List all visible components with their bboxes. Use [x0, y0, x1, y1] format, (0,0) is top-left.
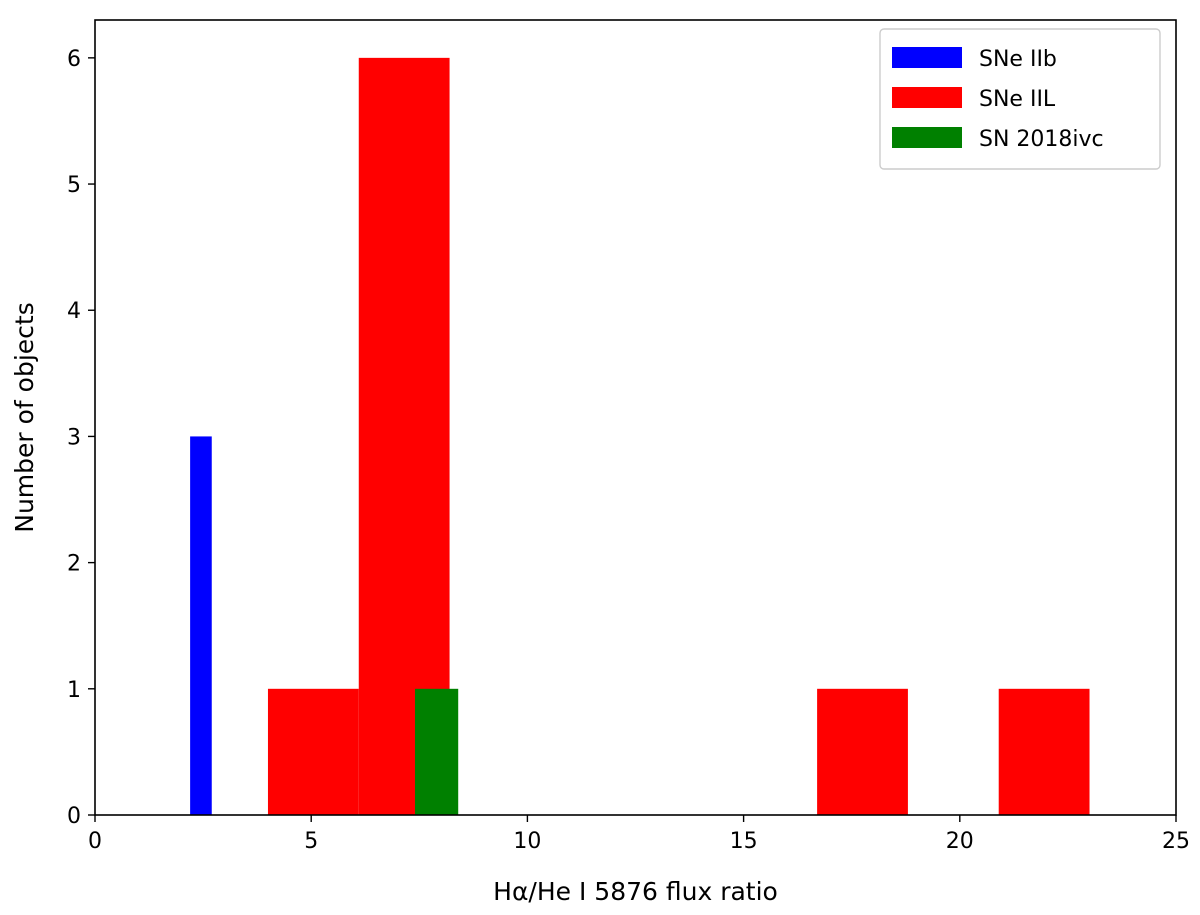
y-tick-label: 2 [67, 552, 81, 577]
legend-swatch [892, 47, 962, 68]
y-tick-label: 1 [67, 678, 81, 703]
bars-layer [190, 57, 1090, 816]
y-axis-label: Number of objects [10, 302, 39, 532]
legend-entry-label: SNe IIL [979, 87, 1056, 112]
x-axis-ticks: 0 5 10 15 20 25 [88, 815, 1190, 854]
bar-sne-iib-0 [190, 436, 212, 815]
y-tick-label: 6 [67, 47, 81, 72]
y-axis-ticks: 0 1 2 3 4 5 6 [67, 47, 95, 829]
legend-swatch [892, 87, 962, 108]
x-tick-label: 25 [1162, 829, 1190, 854]
legend: SNe IIb SNe IIL SN 2018ivc [879, 28, 1161, 170]
x-tick-label: 5 [304, 829, 318, 854]
y-tick-label: 5 [67, 173, 81, 198]
bar-sn-2018ivc-0 [414, 688, 459, 815]
y-tick-label: 3 [67, 425, 81, 450]
x-tick-label: 15 [730, 829, 758, 854]
x-axis-label: Hα/He I 5876 flux ratio [493, 877, 778, 906]
bar-sne-iil-8 [998, 688, 1090, 815]
x-tick-label: 0 [88, 829, 102, 854]
x-tick-label: 20 [946, 829, 974, 854]
legend-entry-label: SN 2018ivc [979, 127, 1104, 152]
plot-frame [94, 19, 1177, 816]
x-tick-label: 10 [513, 829, 541, 854]
y-tick-label: 4 [67, 299, 81, 324]
bar-sne-iil-0 [267, 688, 359, 815]
legend-entry-label: SNe IIb [979, 47, 1057, 72]
bar-sne-iil-6 [817, 688, 908, 815]
legend-swatch [892, 127, 962, 148]
y-tick-label: 0 [67, 804, 81, 829]
